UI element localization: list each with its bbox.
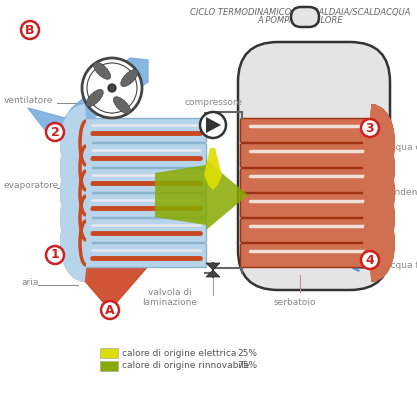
FancyBboxPatch shape: [100, 348, 118, 358]
Circle shape: [200, 112, 226, 138]
Circle shape: [361, 251, 379, 269]
Text: aria: aria: [22, 278, 39, 287]
FancyBboxPatch shape: [241, 244, 374, 268]
Text: valvola di
laminazione: valvola di laminazione: [143, 288, 198, 307]
FancyBboxPatch shape: [291, 7, 319, 27]
Text: acqua fredda: acqua fredda: [385, 261, 417, 270]
FancyBboxPatch shape: [85, 143, 206, 167]
Text: acqua calda: acqua calda: [385, 143, 417, 152]
Text: 75%: 75%: [237, 362, 257, 371]
Text: B: B: [25, 24, 35, 37]
Text: ventilatore: ventilatore: [4, 96, 53, 105]
FancyBboxPatch shape: [241, 219, 374, 242]
FancyBboxPatch shape: [85, 119, 206, 143]
Circle shape: [82, 58, 142, 118]
FancyBboxPatch shape: [238, 42, 390, 290]
Text: serbatoio: serbatoio: [274, 298, 316, 307]
Circle shape: [101, 301, 119, 319]
Circle shape: [46, 123, 64, 141]
Ellipse shape: [121, 70, 138, 86]
Polygon shape: [65, 245, 155, 310]
Text: 3: 3: [366, 121, 374, 134]
Circle shape: [108, 84, 116, 92]
Polygon shape: [206, 263, 220, 277]
Text: calore di origine elettrica: calore di origine elettrica: [122, 349, 236, 358]
Text: 25%: 25%: [237, 349, 257, 358]
Circle shape: [361, 119, 379, 137]
FancyBboxPatch shape: [85, 169, 206, 193]
Polygon shape: [204, 148, 222, 190]
Text: 4: 4: [366, 253, 374, 266]
Text: 2: 2: [50, 125, 59, 138]
FancyBboxPatch shape: [241, 193, 374, 217]
FancyBboxPatch shape: [85, 219, 206, 242]
Ellipse shape: [113, 97, 131, 114]
Text: condensatore: condensatore: [385, 188, 417, 197]
Circle shape: [87, 63, 137, 113]
FancyBboxPatch shape: [241, 169, 374, 193]
Circle shape: [46, 246, 64, 264]
Text: A POMPA DI CALORE: A POMPA DI CALORE: [257, 16, 343, 25]
Text: compressore: compressore: [185, 98, 243, 107]
FancyBboxPatch shape: [241, 143, 374, 167]
FancyBboxPatch shape: [100, 361, 118, 371]
Ellipse shape: [93, 62, 111, 79]
Text: A: A: [105, 303, 115, 316]
Text: 1: 1: [50, 248, 59, 261]
Circle shape: [21, 21, 39, 39]
Polygon shape: [206, 117, 221, 133]
Text: CICLO TERMODINAMICO PER CALDAIA/SCALDACQUA: CICLO TERMODINAMICO PER CALDAIA/SCALDACQ…: [190, 8, 410, 17]
FancyBboxPatch shape: [241, 119, 374, 143]
Text: evaporatore: evaporatore: [4, 181, 59, 190]
Polygon shape: [155, 160, 248, 230]
Text: calore di origine rinnovabile: calore di origine rinnovabile: [122, 362, 249, 371]
FancyBboxPatch shape: [85, 193, 206, 217]
Polygon shape: [28, 58, 148, 140]
Ellipse shape: [86, 90, 103, 107]
FancyBboxPatch shape: [85, 244, 206, 268]
